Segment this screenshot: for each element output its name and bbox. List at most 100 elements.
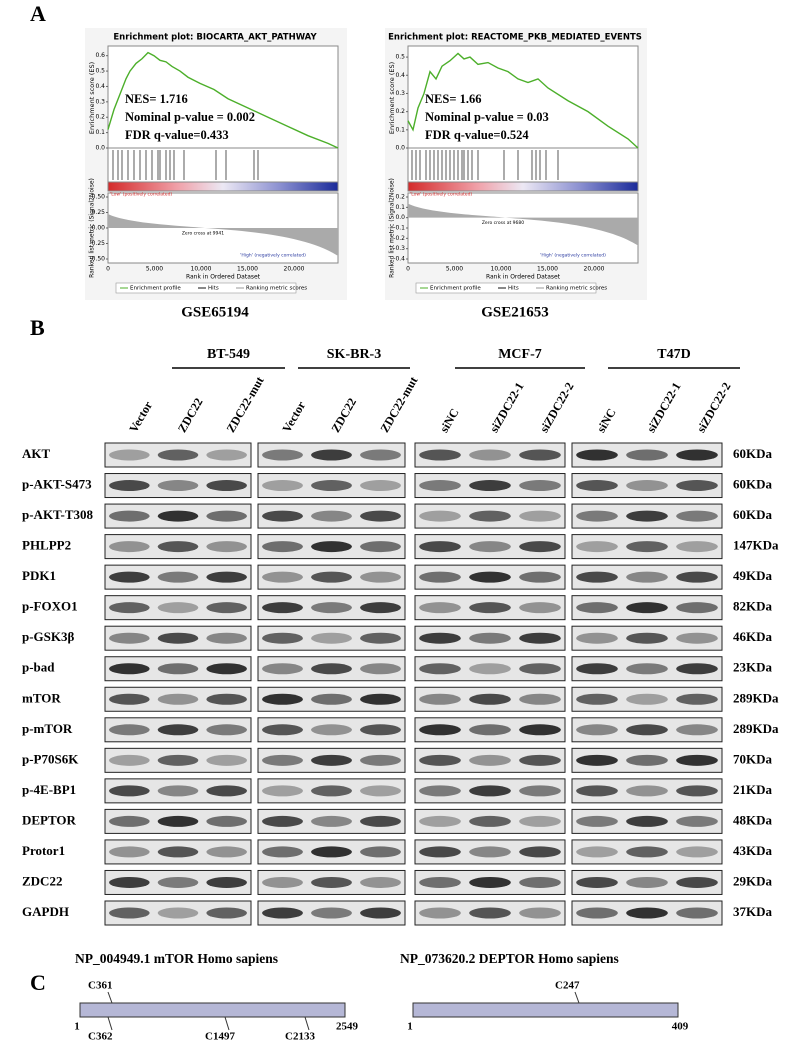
band — [469, 541, 511, 553]
site-label: C362 — [88, 1031, 113, 1043]
protein-label: p-AKT-T308 — [22, 507, 94, 522]
band — [676, 480, 718, 492]
es-tick-label: 0.4 — [395, 72, 405, 79]
band — [206, 449, 247, 461]
low-label: 'Low' (positively correlated) — [110, 192, 172, 198]
band — [311, 541, 352, 553]
size-label: 29KDa — [733, 873, 773, 888]
band — [576, 754, 618, 766]
lane-label: ZDC22-mut — [224, 374, 267, 435]
band — [109, 480, 150, 492]
band — [519, 632, 561, 644]
band — [469, 907, 511, 919]
group-name: BT-549 — [207, 347, 250, 362]
protein-label: PDK1 — [22, 568, 56, 583]
band — [311, 754, 352, 766]
band — [576, 510, 618, 522]
band — [360, 571, 401, 583]
site-tick — [304, 1016, 310, 1031]
legend-label: Ranking metric scores — [246, 286, 307, 292]
band — [157, 541, 199, 553]
band — [360, 541, 401, 553]
band — [519, 876, 561, 888]
band — [206, 663, 247, 675]
band — [157, 724, 199, 736]
es-tick-label: 0.5 — [395, 54, 405, 61]
color-bar — [107, 181, 339, 192]
protein-label: ZDC22 — [22, 873, 62, 888]
group-name: MCF-7 — [498, 347, 542, 362]
band — [626, 754, 668, 766]
es-area — [107, 45, 339, 149]
band — [157, 602, 199, 614]
lane-label: siZDC22-1 — [487, 380, 527, 435]
band — [469, 693, 511, 705]
size-label: 43KDa — [733, 843, 773, 858]
lane-label: siNC — [594, 406, 619, 435]
protein-bar — [412, 1002, 679, 1018]
band — [519, 815, 561, 827]
band — [262, 480, 303, 492]
band — [157, 480, 199, 492]
band — [626, 663, 668, 675]
band — [519, 663, 561, 675]
band — [626, 541, 668, 553]
band — [469, 480, 511, 492]
band — [519, 693, 561, 705]
band — [262, 693, 303, 705]
band — [311, 815, 352, 827]
band — [576, 785, 618, 797]
protein-label: p-FOXO1 — [22, 599, 78, 614]
band — [206, 571, 247, 583]
band — [469, 449, 511, 461]
lane-label: siZDC22-2 — [537, 380, 577, 435]
panel-label: C — [30, 970, 46, 995]
es-tick-label: 0.3 — [95, 98, 105, 105]
band — [262, 541, 303, 553]
color-bar — [407, 181, 639, 192]
protein-label: p-AKT-S473 — [22, 477, 92, 492]
band — [676, 693, 718, 705]
band — [206, 541, 247, 553]
band — [157, 907, 199, 919]
band — [262, 754, 303, 766]
band — [206, 724, 247, 736]
site-label: C2133 — [285, 1031, 315, 1043]
band — [469, 510, 511, 522]
band — [419, 571, 461, 583]
band — [206, 510, 247, 522]
size-label: 289KDa — [733, 690, 779, 705]
band — [419, 480, 461, 492]
band — [360, 510, 401, 522]
band — [469, 785, 511, 797]
band — [109, 449, 150, 461]
band — [519, 907, 561, 919]
metric-tick-label: 0.0 — [395, 214, 405, 221]
start-label: 1 — [407, 1021, 413, 1033]
band — [206, 907, 247, 919]
site-tick — [107, 991, 113, 1004]
band — [419, 785, 461, 797]
band — [676, 663, 718, 675]
band — [469, 754, 511, 766]
lane-label: siZDC22-1 — [644, 380, 684, 435]
band — [519, 602, 561, 614]
end-label: 409 — [672, 1021, 689, 1033]
band — [626, 632, 668, 644]
plot-title: Enrichment plot: BIOCARTA_AKT_PATHWAY — [113, 33, 317, 43]
band — [469, 632, 511, 644]
band — [419, 602, 461, 614]
band — [576, 693, 618, 705]
band — [206, 632, 247, 644]
size-label: 147KDa — [733, 538, 779, 553]
band — [519, 541, 561, 553]
zero-cross: Zero cross at 9680 — [482, 220, 524, 226]
band — [626, 724, 668, 736]
protein-bar — [79, 1002, 346, 1018]
band — [469, 663, 511, 675]
protein-title: NP_004949.1 mTOR Homo sapiens — [75, 951, 278, 966]
metric-axis-label: Ranked list metric (Signal2Noise) — [89, 178, 96, 278]
band — [360, 907, 401, 919]
size-label: 60KDa — [733, 507, 773, 522]
es-axis-label: Enrichment score (ES) — [388, 62, 396, 134]
